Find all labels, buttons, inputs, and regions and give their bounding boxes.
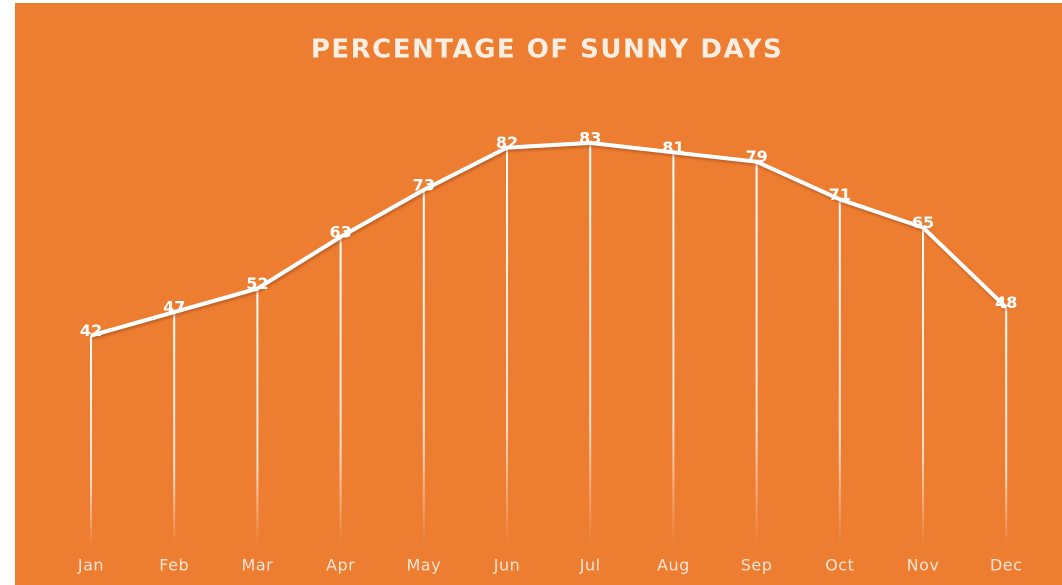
x-tick-label: Jun — [493, 556, 521, 575]
x-tick-label: Nov — [907, 556, 940, 575]
data-label: 48 — [995, 293, 1017, 312]
data-label: 47 — [163, 298, 185, 317]
drop-line — [173, 312, 176, 545]
chart-title: PERCENTAGE OF SUNNY DAYS — [311, 35, 783, 65]
drop-line — [838, 199, 841, 546]
data-label: 79 — [745, 147, 767, 166]
drop-line — [90, 335, 92, 545]
drop-line — [422, 189, 425, 545]
data-line — [90, 140, 1008, 338]
drop-line — [506, 147, 508, 545]
chart-background — [15, 3, 1062, 585]
data-label: 81 — [662, 138, 684, 157]
data-label: 83 — [579, 128, 601, 147]
drop-line — [589, 142, 592, 545]
x-tick-label: Apr — [326, 556, 355, 575]
data-label: 82 — [496, 133, 518, 152]
drop-line — [256, 288, 259, 545]
x-tick-label: Jan — [77, 556, 104, 575]
data-label: 42 — [80, 321, 102, 340]
x-tick-label: Jul — [579, 556, 601, 575]
drop-line — [1005, 307, 1008, 545]
drop-line — [922, 227, 924, 545]
x-tick-label: Dec — [990, 556, 1022, 575]
data-label: 65 — [912, 213, 934, 232]
x-tick-label: Feb — [159, 556, 189, 575]
data-label: 52 — [246, 274, 268, 293]
drop-line — [672, 152, 675, 546]
x-tick-label: Sep — [741, 556, 773, 575]
x-tick-label: May — [407, 556, 442, 575]
drop-line — [339, 236, 342, 545]
x-tick-label: Mar — [242, 556, 274, 575]
x-tick-label: Aug — [657, 556, 690, 575]
data-label: 63 — [329, 222, 351, 241]
data-label: 73 — [413, 175, 435, 194]
x-tick-label: Oct — [825, 556, 854, 575]
data-label: 71 — [829, 185, 851, 204]
drop-line — [755, 161, 758, 545]
